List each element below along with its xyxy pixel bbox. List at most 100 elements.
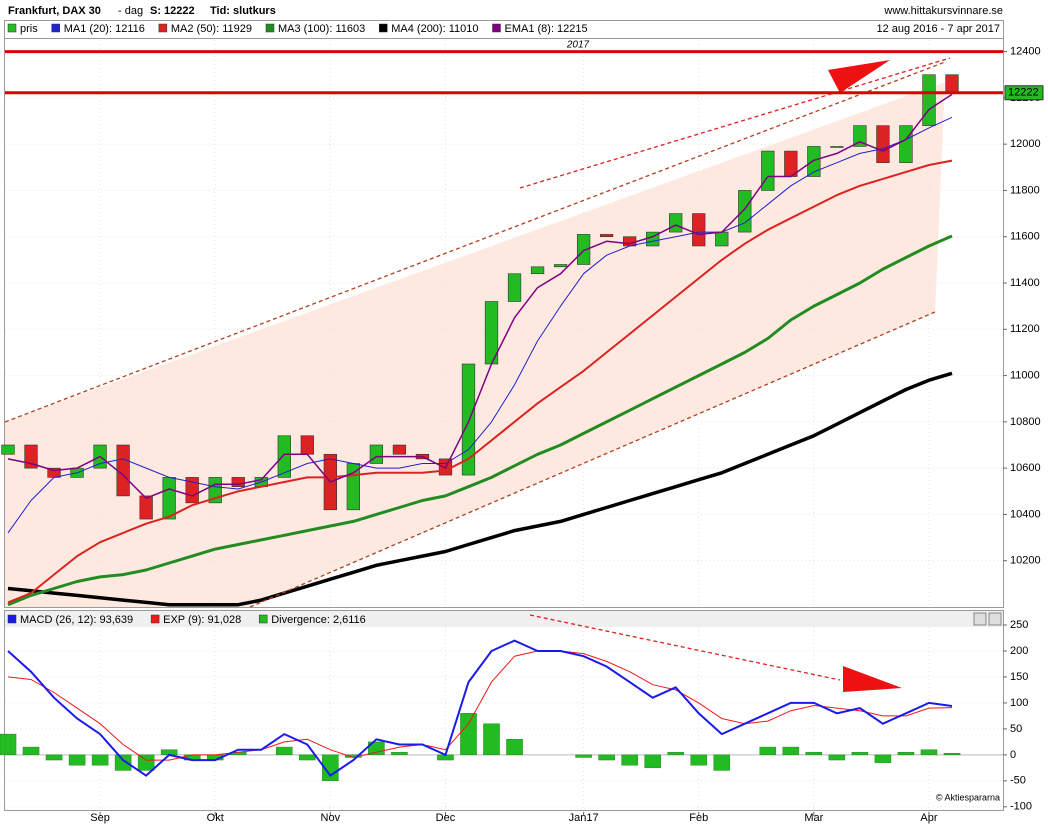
y-tick-label: 0 xyxy=(1010,749,1016,761)
divergence-bar xyxy=(851,752,869,756)
candle-body xyxy=(277,435,291,478)
candle-body xyxy=(876,125,890,163)
candle-body xyxy=(461,363,476,476)
channel-lower xyxy=(249,311,936,608)
candle-body xyxy=(761,150,775,191)
divergence-bar xyxy=(943,753,961,756)
candle-body xyxy=(507,273,522,302)
y-tick-label: 11200 xyxy=(1010,323,1040,335)
ma-line xyxy=(7,93,953,499)
divergence-bar xyxy=(91,754,109,766)
ma-line xyxy=(7,234,953,607)
legend-swatch xyxy=(265,23,275,33)
legend-label: MA3 (100): 11603 xyxy=(278,23,365,35)
copyright: © Aktiespararna xyxy=(936,792,1000,802)
ma-line xyxy=(7,159,953,604)
divergence-bar xyxy=(828,754,846,761)
divergence-bar xyxy=(483,723,500,756)
candle-body xyxy=(553,264,568,268)
candle-body xyxy=(185,477,199,504)
y-tick-label: 150 xyxy=(1010,671,1028,683)
divergence-bar xyxy=(575,754,592,758)
y-tick-label: 10800 xyxy=(1010,416,1041,428)
legend-swatch xyxy=(7,23,17,33)
x-tick-label: Sep xyxy=(90,812,110,824)
candle-body xyxy=(738,190,752,233)
divergence-bar xyxy=(598,754,615,761)
macd-legend-bar xyxy=(5,611,1003,627)
legend-label: MA1 (20): 12116 xyxy=(64,23,145,35)
y-tick-label: 200 xyxy=(1010,645,1028,657)
divergence-bar xyxy=(391,752,408,756)
candle-body xyxy=(369,444,384,464)
legend-swatch xyxy=(258,614,268,624)
legend-label: MA2 (50): 11929 xyxy=(171,23,252,35)
legend-label: EXP (9): 91,028 xyxy=(163,614,241,626)
y-tick-label: 50 xyxy=(1010,723,1022,735)
zoom-button[interactable] xyxy=(973,612,987,626)
ma-line xyxy=(7,116,953,534)
candle-body xyxy=(692,213,706,247)
y-tick-label: 12000 xyxy=(1010,138,1041,150)
candle-body xyxy=(899,125,913,163)
y-tick-label: 10400 xyxy=(1010,508,1041,520)
divergence-bar xyxy=(68,754,86,766)
year-label: 2017 xyxy=(566,40,590,51)
candle-body xyxy=(1,444,15,455)
candle-body xyxy=(715,231,729,247)
legend-swatch xyxy=(7,614,17,624)
period: - dag xyxy=(118,5,143,17)
macd-line xyxy=(7,650,953,761)
date-range: 12 aug 2016 - 7 apr 2017 xyxy=(876,23,1000,35)
last-price: S: 12222 xyxy=(150,5,195,17)
macd-line xyxy=(7,639,953,777)
divergence-bar xyxy=(45,754,63,761)
legend-swatch xyxy=(150,614,160,624)
legend-swatch xyxy=(158,23,168,33)
candle-body xyxy=(945,74,959,94)
divergence-bar xyxy=(22,746,40,756)
divergence-bar xyxy=(690,754,707,766)
x-tick-label: Apr xyxy=(920,812,937,824)
divergence-bar xyxy=(137,754,155,771)
divergence-bar xyxy=(621,754,638,766)
candle-body xyxy=(600,234,614,238)
divergence-bar xyxy=(874,754,892,763)
candle-body xyxy=(162,477,176,520)
channel-parallel xyxy=(519,57,951,189)
y-tick-label: 11400 xyxy=(1010,277,1040,289)
candle-body xyxy=(392,444,407,455)
divergence-bar xyxy=(114,754,132,771)
legend-swatch xyxy=(51,23,60,33)
candle-body xyxy=(807,146,821,177)
x-tick-label: Okt xyxy=(207,812,224,824)
legend-swatch xyxy=(378,23,388,33)
x-tick-label: Mar xyxy=(804,812,823,824)
divergence-bar xyxy=(713,754,731,771)
ma-line xyxy=(7,371,953,607)
close-button[interactable] xyxy=(988,612,1002,626)
divergence-bar xyxy=(782,746,800,756)
divergence-bar xyxy=(759,746,777,756)
divergence-bar xyxy=(644,754,661,769)
arrow xyxy=(828,60,890,93)
candle-body xyxy=(830,146,844,148)
divergence-bar xyxy=(920,749,938,756)
y-tick-label: 11800 xyxy=(1010,184,1040,196)
y-tick-label: 10200 xyxy=(1010,555,1041,567)
x-tick-label: Nov xyxy=(321,812,341,824)
y-tick-label: 11000 xyxy=(1010,369,1040,381)
divergence-bar xyxy=(0,733,17,756)
y-tick-label: 100 xyxy=(1010,697,1028,709)
candle-body xyxy=(576,234,591,265)
legend-label: Divergence: 2,6116 xyxy=(271,614,366,626)
divergence-bar xyxy=(506,739,523,756)
candle-body xyxy=(623,236,637,247)
time-basis: Tid: slutkurs xyxy=(210,5,276,17)
candle-body xyxy=(116,444,130,497)
x-tick-label: Dec xyxy=(436,812,456,824)
divergence-bar xyxy=(460,713,477,756)
divergence-bar xyxy=(276,746,293,756)
divergence-bar xyxy=(322,754,339,782)
